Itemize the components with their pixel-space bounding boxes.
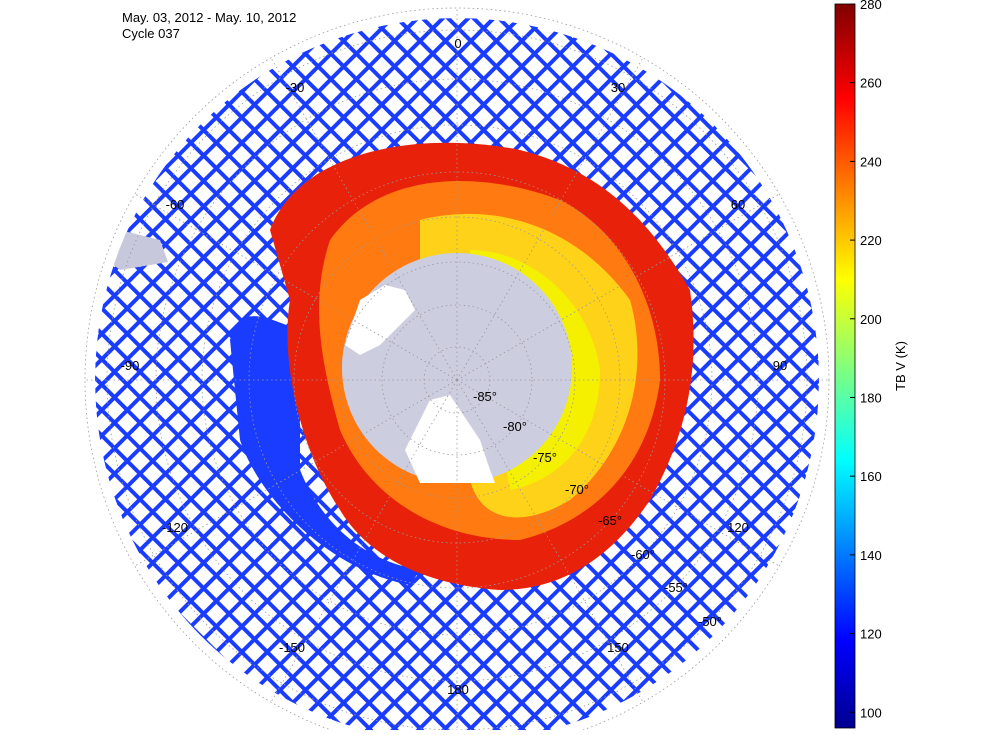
meridian	[134, 379, 458, 567]
meridian	[134, 193, 458, 381]
meridian	[456, 379, 780, 567]
colorbar: TB V (K) 100 120 140 160 180 200 220 240 260 280	[834, 0, 908, 729]
colorbar-scale	[834, 3, 856, 729]
colorbar-tick-label: 200	[860, 312, 882, 327]
subtitle: Cycle 037	[122, 26, 180, 41]
lon-label: 30	[611, 80, 625, 95]
lon-label: 90	[773, 358, 787, 373]
colorbar-tick-label: 100	[860, 705, 882, 720]
meridian	[456, 379, 644, 703]
lat-label: -85°	[473, 389, 497, 404]
grid-circle	[84, 7, 830, 735]
land	[405, 395, 495, 483]
colorbar-tick-label: 180	[860, 390, 882, 405]
meridian	[456, 193, 780, 381]
lon-label: 60	[731, 197, 745, 212]
grid-circle	[155, 78, 759, 682]
colorbar-tick-label: 280	[860, 0, 882, 12]
map-area	[95, 18, 819, 735]
lon-label: 150	[607, 640, 629, 655]
meridian	[270, 57, 458, 381]
lat-label: -65°	[598, 513, 622, 528]
lat-label: -70°	[565, 482, 589, 497]
blue-zone	[230, 316, 420, 585]
lat-label: -75°	[533, 450, 557, 465]
lon-label: 0	[454, 36, 461, 51]
colorbar-tick-label: 160	[860, 469, 882, 484]
meridian	[270, 379, 458, 703]
lon-label: 120	[727, 520, 749, 535]
colorbar-tick-label: 260	[860, 76, 882, 91]
graticule	[84, 7, 830, 735]
lon-label: -120	[162, 520, 188, 535]
grid-circle	[201, 124, 713, 636]
lat-label: -80°	[503, 419, 527, 434]
longitude-labels: 0 -30 30 -60 60 -90 90 -120 120 -150 150…	[121, 36, 788, 697]
lon-label: -90	[121, 358, 140, 373]
lat-label: -55°	[664, 580, 688, 595]
colorbar-tick-label: 140	[860, 548, 882, 563]
lon-label: 180	[447, 682, 469, 697]
meridian	[456, 57, 644, 381]
lat-label: -50°	[698, 614, 722, 629]
lon-label: -30	[286, 80, 305, 95]
colorbar-tick-label: 120	[860, 627, 882, 642]
colorbar-label: TB V (K)	[893, 341, 908, 391]
land	[345, 285, 415, 355]
lat-label: -60°	[631, 547, 655, 562]
colorbar-tick-label: 240	[860, 154, 882, 169]
grid-circle	[381, 304, 533, 456]
lon-label: -150	[279, 640, 305, 655]
lon-label: -60	[166, 197, 185, 212]
latitude-labels: -85° -80° -75° -70° -65° -60° -55° -50°	[473, 389, 722, 629]
colorbar-tick-label: 220	[860, 233, 882, 248]
title: May. 03, 2012 - May. 10, 2012	[122, 10, 296, 25]
